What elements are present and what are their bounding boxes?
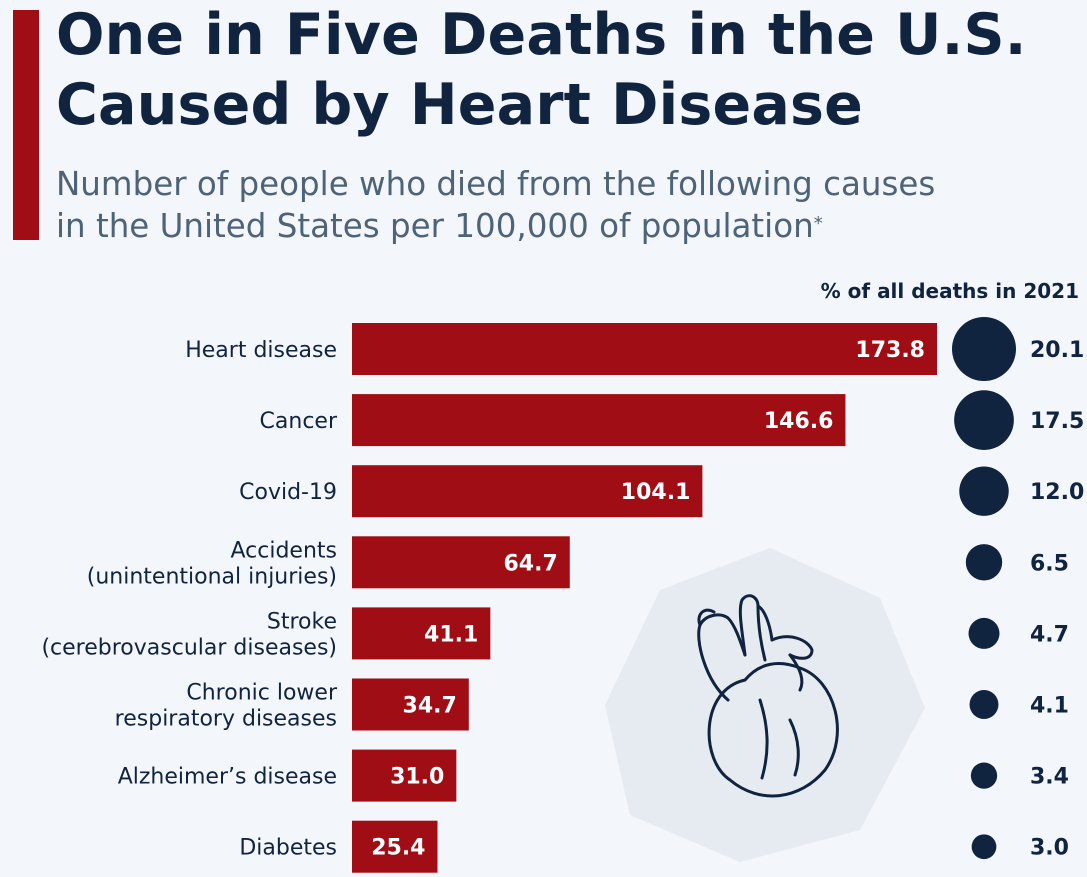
bar-value-label: 25.4 <box>371 836 425 861</box>
category-label: Stroke <box>267 609 337 634</box>
bar-value-label: 64.7 <box>503 551 557 576</box>
bar-value-label: 34.7 <box>403 694 457 719</box>
share-value-label: 20.1 <box>1030 338 1084 363</box>
category-label: Diabetes <box>239 836 337 861</box>
heart-illustration <box>605 548 925 862</box>
bar <box>352 678 469 731</box>
title-line-1: One in Five Deaths in the U.S. <box>56 2 1027 68</box>
category-label: (unintentional injuries) <box>87 564 337 589</box>
bar-value-label: 41.1 <box>424 622 478 647</box>
page-subtitle: Number of people who died from the follo… <box>56 163 1076 247</box>
bar-value-label: 173.8 <box>855 338 925 363</box>
title-accent-bar <box>13 10 39 240</box>
category-label: Chronic lower <box>186 681 338 706</box>
illustration-backdrop <box>605 548 925 862</box>
share-column-header: % of all deaths in 2021 <box>821 279 1079 303</box>
bar <box>352 749 457 802</box>
category-label: (cerebrovascular diseases) <box>41 635 337 660</box>
bar-value-label: 104.1 <box>621 480 691 505</box>
share-value-label: 4.7 <box>1030 622 1069 647</box>
bar <box>352 536 570 589</box>
share-bubble <box>965 544 1003 581</box>
share-bubble <box>968 617 1000 649</box>
share-value-label: 4.1 <box>1030 694 1069 719</box>
category-label: Accidents <box>231 538 338 563</box>
bar <box>352 323 937 375</box>
share-bubble <box>954 390 1014 450</box>
title-line-2: Caused by Heart Disease <box>56 72 864 138</box>
share-value-label: 3.0 <box>1030 836 1069 861</box>
page-title: One in Five Deaths in the U.S. Caused by… <box>56 0 1076 140</box>
bar <box>352 607 491 660</box>
share-value-label: 17.5 <box>1030 409 1084 434</box>
share-bubble <box>969 690 999 719</box>
heart-icon <box>697 594 839 798</box>
subtitle-line-1: Number of people who died from the follo… <box>56 165 936 203</box>
share-bubble <box>959 466 1009 516</box>
bar <box>352 820 438 873</box>
share-value-label: 6.5 <box>1030 551 1069 576</box>
footnote-mark: * <box>813 213 823 234</box>
category-label: Heart disease <box>185 338 337 363</box>
share-bubble <box>970 762 998 789</box>
share-value-label: 12.0 <box>1030 480 1084 505</box>
subtitle-line-2: in the United States per 100,000 of popu… <box>56 207 814 245</box>
bar-value-label: 31.0 <box>390 765 444 790</box>
bar <box>352 394 846 447</box>
category-label: Covid-19 <box>239 480 337 505</box>
bar <box>352 465 703 518</box>
category-label: Cancer <box>260 409 338 434</box>
category-label: Alzheimer’s disease <box>118 765 337 790</box>
share-bubble <box>952 317 1016 381</box>
share-value-label: 3.4 <box>1030 765 1069 790</box>
bar-value-label: 146.6 <box>764 409 834 434</box>
share-bubble <box>971 834 997 860</box>
category-label: respiratory diseases <box>115 707 337 732</box>
